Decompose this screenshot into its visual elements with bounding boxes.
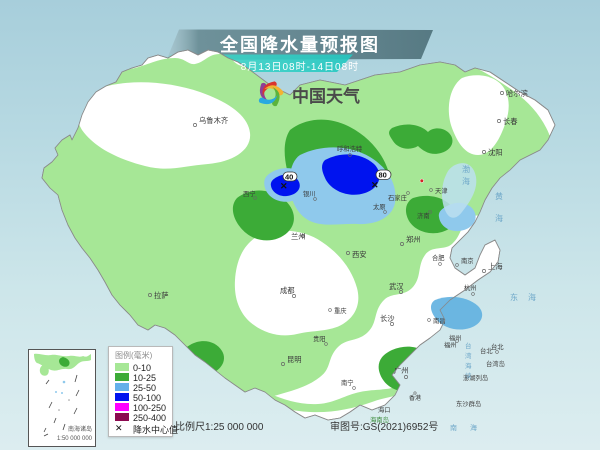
svg-text:渤: 渤 [462,164,470,174]
svg-text:长沙: 长沙 [380,314,395,323]
svg-text:福州: 福州 [449,333,462,342]
svg-text:南宁: 南宁 [341,378,354,387]
svg-text:拉萨: 拉萨 [154,291,169,300]
svg-text:澎湖列岛: 澎湖列岛 [463,373,488,382]
svg-text:海: 海 [470,423,477,432]
svg-text:上海: 上海 [488,262,503,271]
svg-text:台湾岛: 台湾岛 [486,359,505,368]
svg-text:郑州: 郑州 [406,235,421,244]
svg-text:福州: 福州 [444,340,457,349]
svg-text:黄: 黄 [495,191,503,201]
svg-text:海: 海 [462,176,470,186]
svg-text:呼和浩特: 呼和浩特 [337,144,363,153]
svg-text:昆明: 昆明 [287,355,302,364]
svg-text:太原: 太原 [373,202,386,211]
svg-text:海口: 海口 [378,405,391,414]
svg-text:东: 东 [510,292,518,302]
svg-text:台北: 台北 [491,342,504,351]
svg-text:武汉: 武汉 [389,282,404,291]
svg-text:天津: 天津 [435,187,448,195]
svg-text:东沙群岛: 东沙群岛 [456,399,481,408]
svg-text:兰州: 兰州 [291,232,306,241]
svg-text:广州: 广州 [394,366,409,375]
svg-text:石家庄: 石家庄 [388,193,407,202]
svg-text:80: 80 [379,171,387,180]
svg-text:海: 海 [495,213,503,223]
svg-text:杭州: 杭州 [464,283,477,292]
svg-text:✕: ✕ [371,180,379,190]
svg-text:银川: 银川 [303,189,316,198]
svg-text:香港: 香港 [409,394,421,402]
svg-text:沈阳: 沈阳 [488,148,503,157]
svg-text:南: 南 [450,423,457,432]
svg-text:海: 海 [465,361,472,370]
svg-text:✕: ✕ [280,181,288,191]
svg-text:台: 台 [465,341,472,350]
svg-text:西宁: 西宁 [243,189,256,198]
svg-text:乌鲁木齐: 乌鲁木齐 [199,116,229,125]
svg-text:海: 海 [528,292,536,302]
svg-text:湾: 湾 [465,351,472,360]
svg-text:40: 40 [285,173,293,182]
svg-text:南京: 南京 [461,256,474,265]
svg-text:济南: 济南 [417,211,430,220]
svg-text:成都: 成都 [280,286,295,295]
svg-text:西安: 西安 [352,250,367,259]
svg-text:合肥: 合肥 [432,253,445,262]
svg-text:长春: 长春 [503,117,518,126]
svg-text:重庆: 重庆 [334,306,347,315]
svg-text:贵阳: 贵阳 [313,334,326,343]
